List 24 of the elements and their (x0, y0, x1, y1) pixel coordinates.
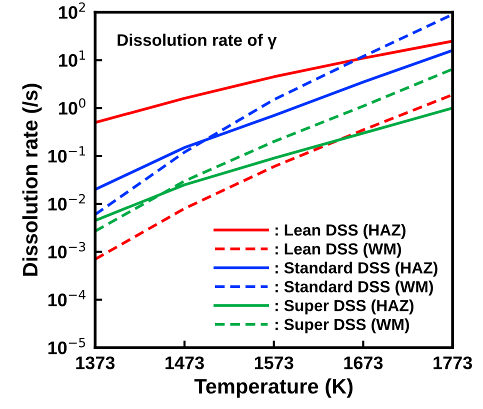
y-tick-label: 10$^{−3}$ (48, 242, 86, 258)
y-tick-label: 10$^{−1}$ (48, 146, 85, 163)
y-tick-label: 10$^{−5}$ (48, 338, 86, 354)
line-series (95, 13, 453, 216)
legend-label: : Super DSS (WM) (276, 318, 410, 334)
x-tick-label: 1673 (344, 356, 383, 370)
x-tick-label: 1373 (76, 356, 115, 370)
x-tick-label: 1573 (254, 356, 294, 370)
x-axis-title: Temperature (K) (194, 378, 353, 398)
y-tick-label: 10$^{−4}$ (48, 290, 86, 306)
annotation: Dissolution rate of γ (118, 34, 277, 50)
x-tick-label: 1473 (166, 356, 204, 370)
y-axis-title: Dissolution rate (/s) (22, 84, 42, 276)
y-tick-label: 10$^{2}$ (59, 2, 85, 19)
y-tick-label: 10$^{0}$ (59, 98, 86, 115)
legend-label: : Lean DSS (WM) (276, 242, 402, 258)
y-tick-label: 10$^{−2}$ (48, 194, 85, 210)
legend-label: : Lean DSS (HAZ) (276, 224, 406, 239)
y-tick-label: 10$^{1}$ (59, 50, 86, 67)
x-tick-label: 1773 (434, 356, 472, 370)
line-series (95, 93, 453, 261)
legend-label: : Standard DSS (HAZ) (276, 262, 438, 277)
legend-label: : Super DSS (HAZ) (276, 300, 414, 314)
legend-label: : Standard DSS (WM) (276, 280, 433, 296)
